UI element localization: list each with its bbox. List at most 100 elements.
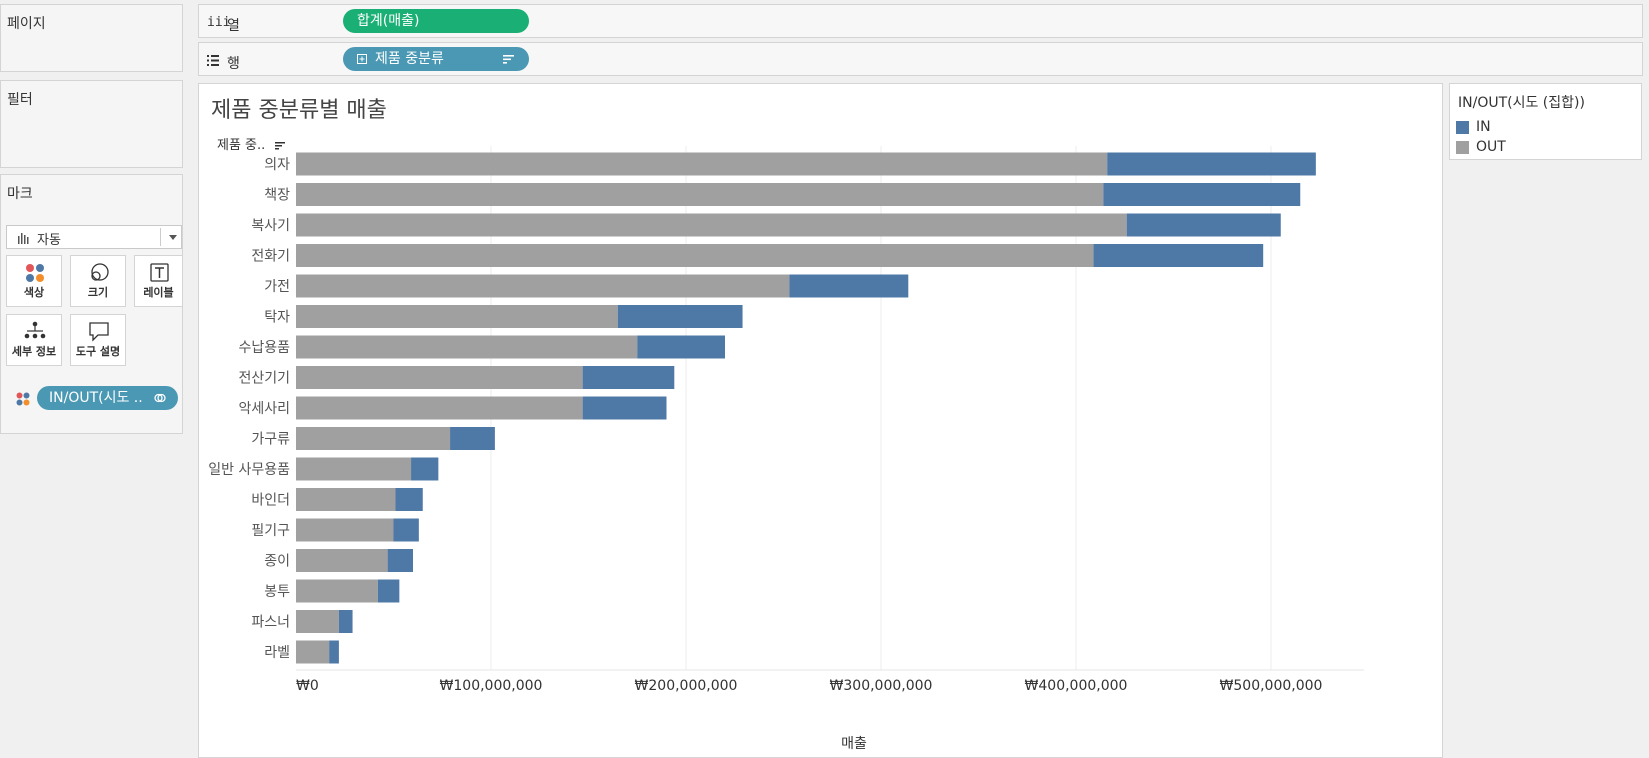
- row-header[interactable]: 제품 중..: [217, 138, 265, 153]
- detail-hierarchy-icon: [24, 321, 46, 339]
- row-header-sort-icon[interactable]: [275, 142, 285, 150]
- bar-out[interactable]: [296, 244, 1094, 267]
- expand-plus-icon: [357, 54, 367, 64]
- category-label[interactable]: 라벨: [264, 645, 290, 661]
- x-tick-label: ₩100,000,000: [440, 678, 543, 694]
- color-field-label: IN/OUT(시도 ..: [49, 390, 143, 406]
- category-label[interactable]: 파스너: [251, 615, 290, 631]
- filters-panel[interactable]: 필터: [0, 80, 183, 168]
- category-label[interactable]: 일반 사무용품: [208, 462, 290, 478]
- bar-out[interactable]: [296, 579, 378, 603]
- bar-in[interactable]: [637, 335, 725, 359]
- bar-out[interactable]: [296, 274, 790, 298]
- detail-button[interactable]: 세부 정보: [6, 314, 62, 366]
- bar-in[interactable]: [582, 366, 675, 389]
- bar-in[interactable]: [1107, 152, 1316, 176]
- category-label[interactable]: 책장: [264, 188, 290, 204]
- x-tick-label: ₩300,000,000: [830, 678, 933, 694]
- bar-chart-icon: [18, 233, 29, 244]
- label-button[interactable]: 레이블: [134, 255, 183, 307]
- bar-out[interactable]: [296, 457, 412, 481]
- bar-in[interactable]: [387, 549, 413, 572]
- bar-in[interactable]: [789, 274, 909, 298]
- filters-title: 필터: [7, 92, 33, 108]
- bar-out[interactable]: [296, 152, 1108, 176]
- category-label[interactable]: 가전: [264, 279, 290, 295]
- bar-out[interactable]: [296, 488, 396, 511]
- speech-bubble-icon: [89, 322, 109, 342]
- legend-item-in[interactable]: IN: [1454, 117, 1638, 137]
- category-label[interactable]: 복사기: [251, 218, 290, 234]
- bar-out[interactable]: [296, 396, 583, 420]
- bar-out[interactable]: [296, 213, 1127, 237]
- rows-pill[interactable]: 제품 중분류: [343, 47, 529, 71]
- legend-label-out: OUT: [1476, 139, 1506, 155]
- chevron-down-icon: [169, 235, 177, 240]
- category-label[interactable]: 바인더: [251, 493, 290, 509]
- bar-in[interactable]: [1103, 183, 1301, 206]
- bar-in[interactable]: [582, 396, 667, 420]
- bar-in[interactable]: [329, 640, 339, 664]
- columns-pill-label: 합계(매출): [357, 13, 420, 29]
- legend-swatch-in: [1456, 121, 1469, 134]
- size-circles-icon: [91, 263, 109, 281]
- x-tick-label: ₩400,000,000: [1025, 678, 1128, 694]
- category-label[interactable]: 필기구: [251, 523, 290, 539]
- dropdown-divider: [160, 228, 161, 246]
- bar-out[interactable]: [296, 427, 451, 450]
- set-link-icon: [154, 393, 166, 403]
- color-field-pill[interactable]: IN/OUT(시도 ..: [37, 386, 178, 410]
- bar-in[interactable]: [617, 305, 743, 328]
- category-label[interactable]: 가구류: [251, 432, 290, 448]
- bar-in[interactable]: [393, 518, 419, 542]
- legend-item-out[interactable]: OUT: [1454, 137, 1638, 157]
- mark-type-label: 자동: [37, 233, 61, 248]
- bar-out[interactable]: [296, 183, 1104, 206]
- pages-title: 페이지: [7, 16, 46, 32]
- size-button[interactable]: 크기: [70, 255, 126, 307]
- x-tick-label: ₩0: [296, 678, 319, 694]
- rows-pill-label: 제품 중분류: [375, 51, 444, 67]
- category-label[interactable]: 종이: [264, 554, 290, 570]
- bar-in[interactable]: [1093, 244, 1264, 267]
- bar-in[interactable]: [395, 488, 423, 511]
- bar-in[interactable]: [450, 427, 495, 450]
- bar-out[interactable]: [296, 549, 388, 572]
- pages-panel[interactable]: 페이지: [0, 4, 183, 72]
- bar-out[interactable]: [296, 335, 638, 359]
- bar-out[interactable]: [296, 366, 583, 389]
- category-label[interactable]: 탁자: [264, 310, 290, 326]
- bar-out[interactable]: [296, 610, 339, 633]
- color-legend: IN/OUT(시도 (집합)) IN OUT: [1449, 83, 1642, 160]
- category-label[interactable]: 봉투: [264, 584, 290, 600]
- category-label[interactable]: 전산기기: [238, 371, 290, 387]
- columns-icon: iii: [207, 15, 231, 30]
- bar-chart: 제품 중분류별 매출 제품 중.. 의자책장복사기전화기가전탁자수납용품전산기기…: [208, 98, 1364, 752]
- color-button[interactable]: 색상: [6, 255, 62, 307]
- rows-label: 행: [227, 56, 240, 72]
- category-label[interactable]: 의자: [264, 157, 290, 173]
- tooltip-button[interactable]: 도구 설명: [70, 314, 126, 366]
- category-label[interactable]: 악세사리: [238, 401, 290, 417]
- bar-in[interactable]: [338, 610, 353, 633]
- category-label[interactable]: 전화기: [251, 249, 290, 265]
- bar-in[interactable]: [411, 457, 439, 481]
- color-dots-icon: [26, 264, 44, 282]
- legend-label-in: IN: [1476, 119, 1491, 135]
- category-label[interactable]: 수납용품: [238, 340, 290, 356]
- bar-out[interactable]: [296, 518, 394, 542]
- bar-in[interactable]: [377, 579, 400, 603]
- rows-icon: [207, 55, 219, 66]
- color-button-label: 색상: [23, 286, 45, 299]
- detail-button-label: 세부 정보: [11, 345, 57, 358]
- bar-out[interactable]: [296, 305, 618, 328]
- text-label-icon: [150, 263, 169, 282]
- columns-label: 열: [227, 18, 240, 34]
- chart-title: 제품 중분류별 매출: [211, 98, 387, 123]
- mark-type-dropdown[interactable]: 자동: [6, 225, 182, 249]
- bar-in[interactable]: [1126, 213, 1281, 237]
- tooltip-button-label: 도구 설명: [75, 345, 121, 358]
- bar-out[interactable]: [296, 640, 330, 664]
- columns-pill[interactable]: 합계(매출): [343, 9, 529, 33]
